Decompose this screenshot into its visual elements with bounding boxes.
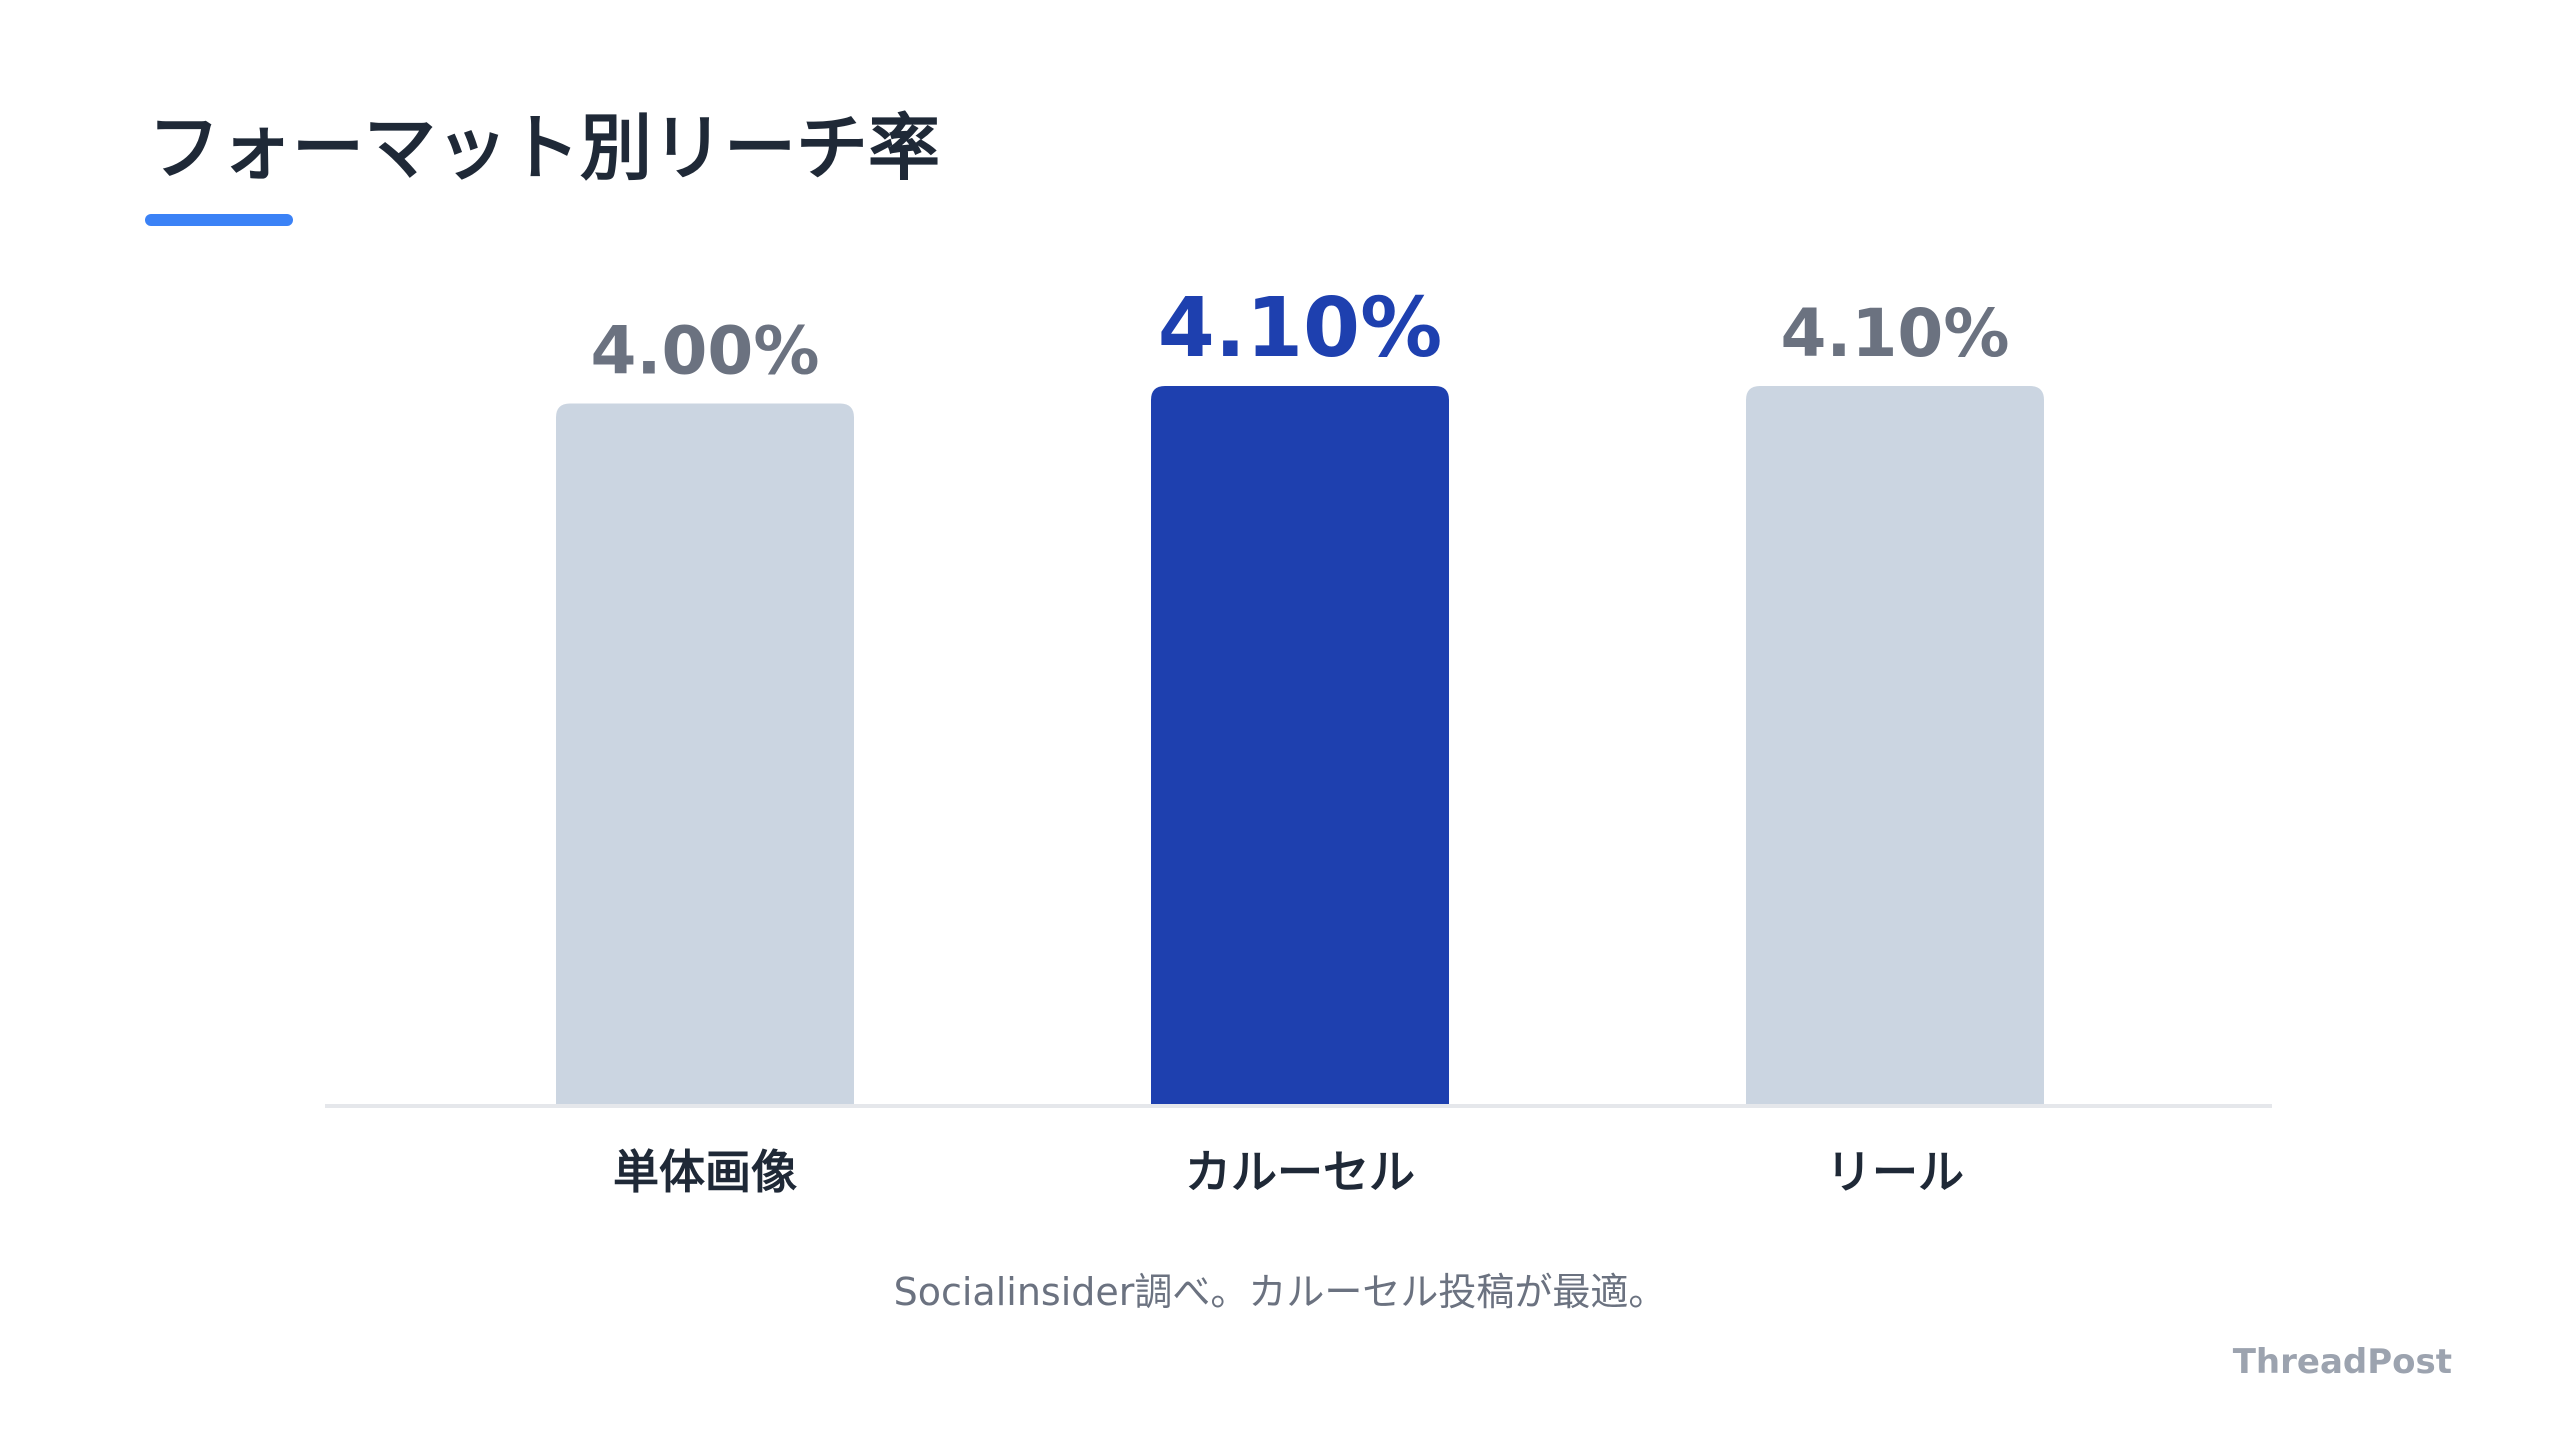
title-accent-underline (145, 214, 293, 226)
bar-1 (556, 403, 854, 1105)
category-label-1: 単体画像 (613, 1145, 797, 1199)
brand-logo: ThreadPost (2232, 1342, 2452, 1382)
bar-3 (1746, 386, 2044, 1105)
value-label-2: 4.10% (1158, 281, 1442, 376)
chart-title: フォーマット別リーチ率 (148, 106, 941, 190)
bar-2 (1151, 386, 1449, 1105)
category-label-2: カルーセル (1185, 1145, 1415, 1199)
value-label-3: 4.10% (1781, 295, 2010, 372)
source-caption: Socialinsider調べ。カルーセル投稿が最適。 (893, 1270, 1667, 1314)
value-label-1: 4.00% (591, 313, 820, 390)
category-label-3: リール (1826, 1145, 1964, 1199)
